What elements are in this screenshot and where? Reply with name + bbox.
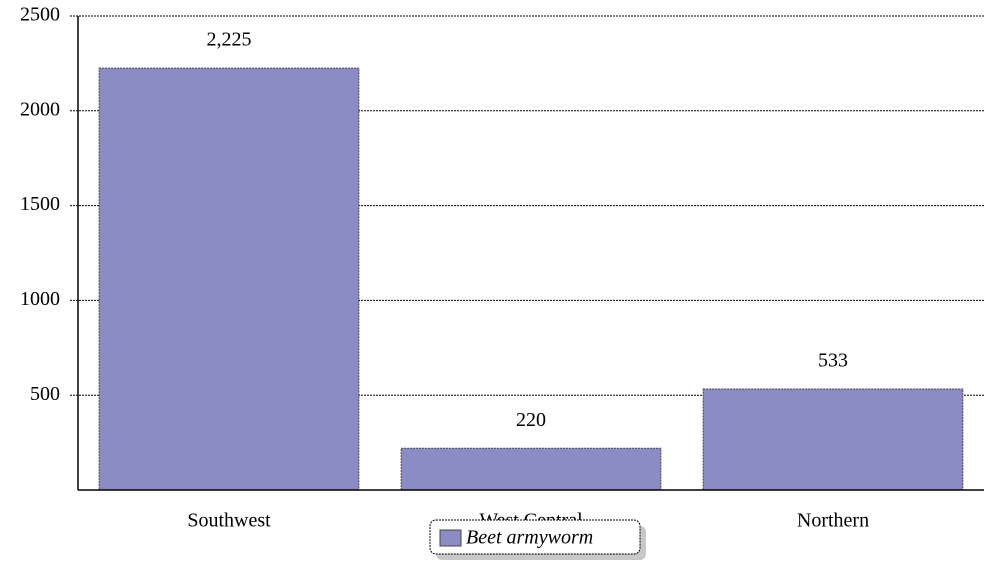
bar (98, 67, 360, 491)
legend-label: Beet armyworm (466, 527, 593, 549)
bar (702, 388, 964, 491)
value-label: 220 (516, 409, 546, 431)
legend: Beet armyworm (429, 519, 646, 560)
y-tick-label: 1500 (20, 193, 60, 215)
y-tick-label: 500 (30, 383, 60, 405)
value-label: 533 (818, 350, 848, 372)
legend-swatch (439, 529, 462, 547)
y-tick-label: 2000 (20, 98, 60, 120)
y-tick-label: 1000 (20, 288, 60, 310)
value-label: 2,225 (207, 29, 252, 51)
bar (400, 447, 662, 491)
x-tick-label: Southwest (187, 510, 271, 532)
legend-box (429, 519, 641, 555)
y-tick-label: 2500 (20, 4, 60, 26)
x-tick-label: Northern (797, 510, 869, 532)
